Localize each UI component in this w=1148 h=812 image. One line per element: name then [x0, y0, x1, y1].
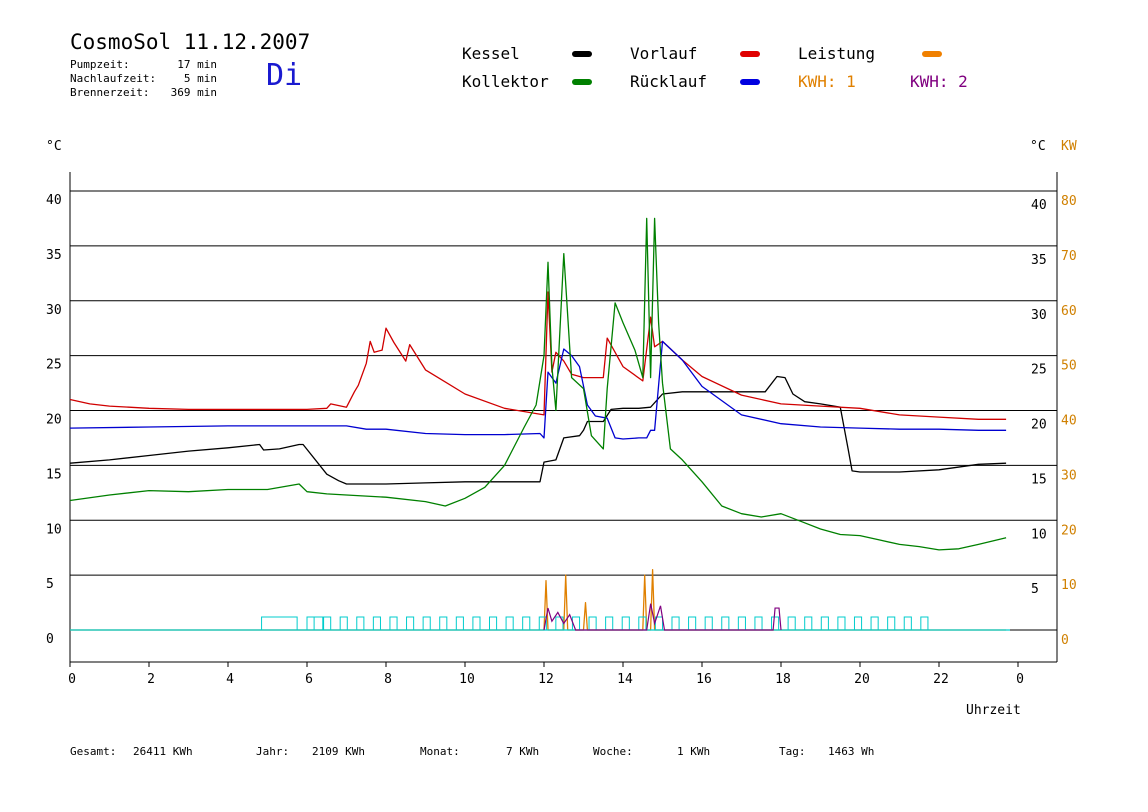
footer-tag-value: 1463 Wh	[828, 745, 875, 758]
footer-monat-value: 7 KWh	[506, 745, 540, 758]
y-tick-label-right-temp: 5	[1031, 582, 1039, 597]
y-tick-label-left: 0	[46, 632, 54, 647]
y-tick-label-right-power: 70	[1061, 249, 1077, 264]
legend-vorlauf-swatch	[740, 51, 760, 57]
y-tick-label-left: 5	[46, 577, 54, 592]
y-tick-label-right-temp: 25	[1031, 363, 1047, 378]
legend-kwh1-label: KWH: 1	[798, 72, 856, 91]
legend-kessel-label: Kessel	[462, 44, 520, 63]
y-tick-label-left: 40	[46, 193, 62, 208]
y-tick-label-left: 15	[46, 467, 62, 482]
y-tick-label-left: 20	[46, 413, 62, 428]
y-tick-label-right-power: 30	[1061, 468, 1077, 483]
y-tick-label-left: 10	[46, 522, 62, 537]
brennerzeit-value: 369 min	[170, 86, 217, 99]
footer-woche-label: Woche:	[593, 745, 633, 758]
y-tick-label-right-temp: 15	[1031, 472, 1047, 487]
x-tick-label: 6	[305, 672, 313, 687]
y-tick-label-left: 25	[46, 358, 62, 373]
legend-ruecklauf-label: Rücklauf	[630, 72, 708, 91]
y-tick-label-right-power: 20	[1061, 523, 1077, 538]
weekday-label: Di	[266, 58, 303, 93]
x-tick-label: 22	[933, 672, 949, 687]
y-tick-label-right-power: 0	[1061, 633, 1069, 648]
y-tick-label-right-temp: 40	[1031, 198, 1047, 213]
footer-monat-label: Monat:	[420, 745, 460, 758]
x-tick-label: 18	[775, 672, 791, 687]
nachlaufzeit-value: 5 min	[183, 72, 217, 85]
footer-jahr-value: 2109 KWh	[312, 745, 365, 758]
y-tick-label-right-power: 80	[1061, 194, 1077, 209]
series-line-vorlauf	[69, 291, 1007, 420]
y-tick-label-left: 35	[46, 248, 62, 263]
pumpzeit-value: 17 min	[177, 58, 217, 71]
y-tick-label-right-temp: 30	[1031, 308, 1047, 323]
footer-tag-label: Tag:	[779, 745, 806, 758]
x-axis-label: Uhrzeit	[966, 703, 1021, 718]
y-tick-label-right-temp: 10	[1031, 527, 1047, 542]
x-tick-label: 0	[68, 672, 76, 687]
pumpzeit-label: Pumpzeit:	[70, 58, 130, 71]
legend-leistung-label: Leistung	[798, 44, 876, 63]
x-tick-label: 4	[226, 672, 234, 687]
brennerzeit-label: Brennerzeit:	[70, 86, 150, 99]
chart-title: CosmoSol 11.12.2007	[70, 30, 311, 54]
legend-leistung-swatch	[922, 51, 942, 57]
series-line-leistung	[70, 568, 1007, 631]
x-tick-label: 20	[854, 672, 870, 687]
x-tick-label: 8	[384, 672, 392, 687]
pump-pulses	[261, 616, 929, 630]
legend-kwh2-label: KWH: 2	[910, 72, 968, 91]
nachlaufzeit-label: Nachlaufzeit:	[70, 72, 157, 85]
x-tick-label: 2	[147, 672, 155, 687]
y-tick-label-left: 30	[46, 303, 62, 318]
footer-gesamt-label: Gesamt:	[70, 745, 117, 758]
footer-gesamt-value: 26411 KWh	[133, 745, 193, 758]
legend-kollektor-label: Kollektor	[462, 72, 549, 91]
legend-kessel-swatch	[572, 51, 592, 57]
kwh2-trace	[543, 603, 782, 631]
y-axis-unit-right-temp: °C	[1030, 139, 1046, 154]
x-tick-label: 16	[696, 672, 712, 687]
y-tick-label-right-power: 50	[1061, 359, 1077, 374]
series-line-kessel	[69, 375, 1007, 485]
y-tick-label-right-power: 40	[1061, 414, 1077, 429]
y-tick-label-right-power: 10	[1061, 578, 1077, 593]
x-tick-label: 12	[538, 672, 554, 687]
legend-vorlauf-label: Vorlauf	[630, 44, 698, 63]
series-line-r-cklauf	[69, 340, 1007, 440]
y-tick-label-right-temp: 20	[1031, 418, 1047, 433]
x-tick-label: 14	[617, 672, 633, 687]
legend-kollektor-swatch	[572, 79, 592, 85]
y-axis-unit-left: °C	[46, 139, 62, 154]
y-axis-unit-right-power: KW	[1061, 139, 1077, 154]
y-tick-label-right-power: 60	[1061, 304, 1077, 319]
x-tick-label: 0	[1016, 672, 1024, 687]
footer-woche-value: 1 KWh	[677, 745, 711, 758]
footer-jahr-label: Jahr:	[256, 745, 290, 758]
y-tick-label-right-temp: 35	[1031, 253, 1047, 268]
legend-ruecklauf-swatch	[740, 79, 760, 85]
x-tick-label: 10	[459, 672, 475, 687]
series-line-kollektor	[69, 217, 1007, 551]
